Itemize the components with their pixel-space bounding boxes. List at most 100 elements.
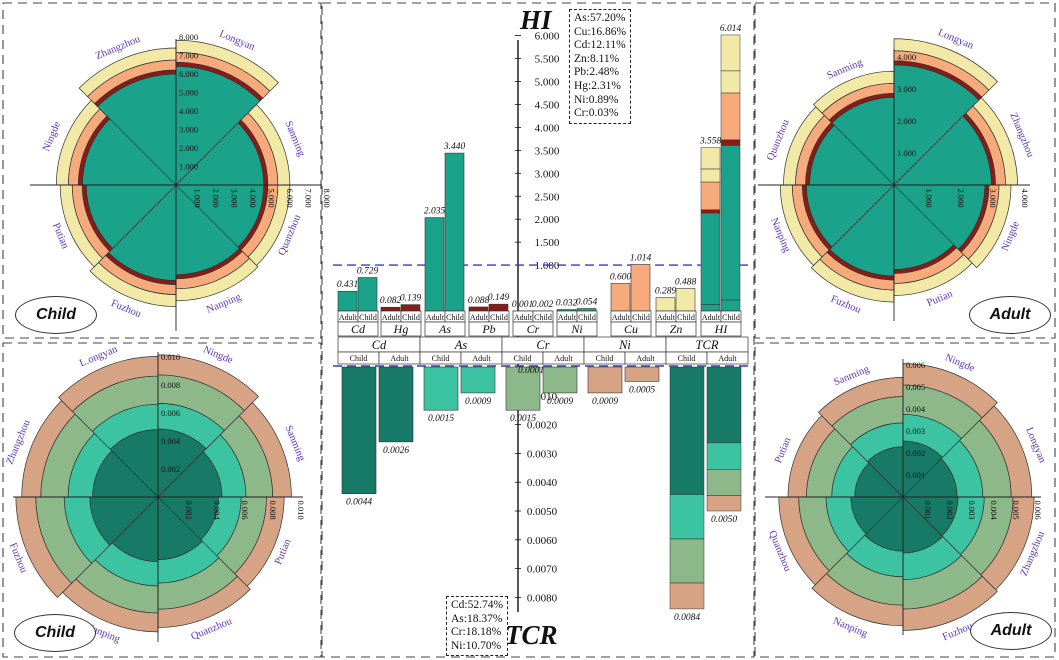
- axis-tick: 0.005: [1011, 500, 1021, 519]
- axis-tick: 0.001: [906, 470, 925, 480]
- axis-tick: 7.000: [304, 188, 314, 207]
- tcr-bar: [587, 366, 623, 394]
- hi-total-segment: [720, 145, 741, 301]
- axis-tick: 5.000: [179, 88, 198, 98]
- tcr-tick-label: 0.0040: [527, 477, 558, 489]
- tcr-total-segment: [706, 366, 742, 444]
- radial-segment: [967, 184, 1012, 269]
- region-label: Putian: [773, 435, 794, 465]
- tcr-child-radial: NingdeSanmingPutianQuanzhouNanpingFuzhou…: [5, 344, 308, 646]
- tcr-total-segment: [706, 442, 742, 470]
- axis-tick: 0.010: [296, 500, 306, 519]
- tcr-value-label: 0.0044: [346, 498, 372, 508]
- group-label: Adult: [339, 313, 358, 322]
- child-label-top: Child: [15, 296, 97, 334]
- group-label: Child: [490, 313, 508, 322]
- axis-tick: 0.006: [161, 408, 180, 418]
- axis-tick: 0.010: [161, 352, 180, 362]
- hi-value-label: 0.002: [532, 300, 554, 310]
- group-label: Child: [677, 313, 695, 322]
- group-label: Child: [632, 313, 650, 322]
- child-label-bottom: Child: [14, 614, 96, 652]
- tcr-group-label: Child: [596, 354, 614, 363]
- axis-tick: 0.008: [161, 380, 180, 390]
- hi-value-label: 0.054: [576, 298, 598, 308]
- tcr-category-label: Ni: [618, 338, 631, 352]
- axis-tick: 1.000: [193, 188, 203, 207]
- hi-child-radial: LongyanSanmingQuanzhouNanpingFuzhouPutia…: [30, 29, 332, 331]
- hi-tick-label: 4.500: [535, 99, 560, 111]
- hi-bar: [488, 303, 509, 312]
- tcr-value-label: 0.0050: [711, 515, 737, 525]
- tcr-group-label: Adult: [390, 354, 409, 363]
- axis-tick: 0.003: [967, 500, 977, 519]
- axis-tick: 4.000: [1020, 188, 1030, 207]
- hi-value-label: 0.289: [655, 287, 677, 297]
- category-cell: [380, 321, 422, 337]
- axis-tick: 1.000: [897, 148, 916, 158]
- hi-value-label: 0.139: [400, 294, 422, 304]
- axis-tick: 0.004: [212, 500, 222, 520]
- hi-value-label: 3.440: [443, 142, 466, 152]
- axis-tick: 4.000: [248, 188, 258, 207]
- tcr-total-segment: [669, 582, 705, 610]
- axis-tick: 3.000: [988, 188, 998, 207]
- tcr-bar: [423, 366, 459, 411]
- tcr-group-label: Child: [514, 354, 532, 363]
- hi-total-segment: [720, 70, 741, 94]
- adult-label-bottom: Adult: [970, 612, 1052, 650]
- axis-tick: 0.002: [906, 448, 925, 458]
- hi-tick-label: 3.000: [535, 168, 560, 180]
- tcr-value-label: 0.0015: [428, 414, 454, 424]
- tcr-bar: [624, 366, 660, 382]
- tcr-group-label: Adult: [554, 354, 573, 363]
- group-label: Adult: [558, 313, 577, 322]
- hi-title: HI: [520, 5, 552, 35]
- hi-adult-radial: LongyanZhangzhouNingdePutianFuzhouNanpin…: [758, 27, 1036, 321]
- tcr-group-label: Adult: [636, 354, 655, 363]
- tcr_percent-item: Cd:52.74%: [451, 599, 504, 611]
- region-label: Ningde: [41, 120, 63, 153]
- tcr-group-label: Child: [350, 354, 368, 363]
- tcr-group-label: Adult: [472, 354, 491, 363]
- hi-value-label: 3.558: [699, 137, 722, 147]
- axis-tick: 8.000: [322, 188, 332, 207]
- axis-tick: 5.000: [267, 188, 277, 207]
- axis-tick: 3.000: [897, 84, 916, 94]
- axis-tick: 7.000: [179, 51, 198, 61]
- axis-tick: 0.002: [184, 500, 194, 519]
- hi-bar: [380, 306, 401, 312]
- radial-charts: LongyanSanmingQuanzhouNanpingFuzhouPutia…: [5, 27, 1048, 645]
- hi-tick-label: 1.000: [535, 260, 560, 272]
- category-label: HI: [714, 322, 729, 336]
- category-cell: [337, 321, 379, 337]
- category-label: Pb: [481, 322, 495, 336]
- category-label: Cd: [351, 322, 366, 336]
- axis-tick: 0.004: [989, 500, 999, 520]
- axis-tick: 0.002: [161, 464, 180, 474]
- region-label: Putian: [925, 288, 955, 309]
- tcr-adult-radial: NingdeLongyanZhangzhouFuzhouNanpingQuanz…: [765, 352, 1048, 643]
- tcr-value-label: 0.0084: [674, 613, 700, 623]
- hi-value-label: 6.014: [720, 24, 742, 34]
- group-label: Adult: [612, 313, 631, 322]
- tcr-percent-box: Cd:52.74% As:18.37% Cr:18.18% Ni:10.70%: [446, 596, 509, 657]
- hi-bar: [610, 283, 631, 312]
- region-label: Sanming: [282, 120, 307, 159]
- tcr-value-label: 0.0009: [592, 397, 618, 407]
- group-label: Adult: [657, 313, 676, 322]
- category-cell: [512, 321, 554, 337]
- tcr-value-label: 0.0009: [465, 397, 491, 407]
- tcr-group-label: Child: [432, 354, 450, 363]
- tcr-category-label: Cd: [372, 338, 387, 352]
- tcr-tick-label: 0.0020: [527, 420, 558, 432]
- hi_percent-item: Ni:0.89%: [574, 93, 619, 106]
- axis-tick: 2.000: [179, 143, 198, 153]
- tcr-title: TCR: [505, 620, 558, 650]
- category-cell: [424, 321, 466, 337]
- tcr_percent-item: Ni:10.70%: [451, 639, 502, 652]
- hi-value-label: 0.088: [468, 296, 490, 306]
- category-cell: [610, 321, 652, 337]
